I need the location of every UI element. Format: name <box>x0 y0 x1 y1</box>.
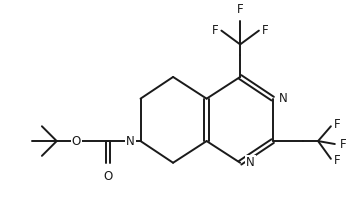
Text: O: O <box>72 135 81 148</box>
Text: N: N <box>246 156 255 169</box>
Text: F: F <box>212 24 219 37</box>
Text: F: F <box>237 3 243 16</box>
Text: N: N <box>279 92 287 105</box>
Text: F: F <box>334 118 340 131</box>
Text: F: F <box>261 24 268 37</box>
Text: N: N <box>126 135 135 148</box>
Text: F: F <box>339 138 346 151</box>
Text: O: O <box>103 170 113 183</box>
Text: F: F <box>334 154 340 167</box>
